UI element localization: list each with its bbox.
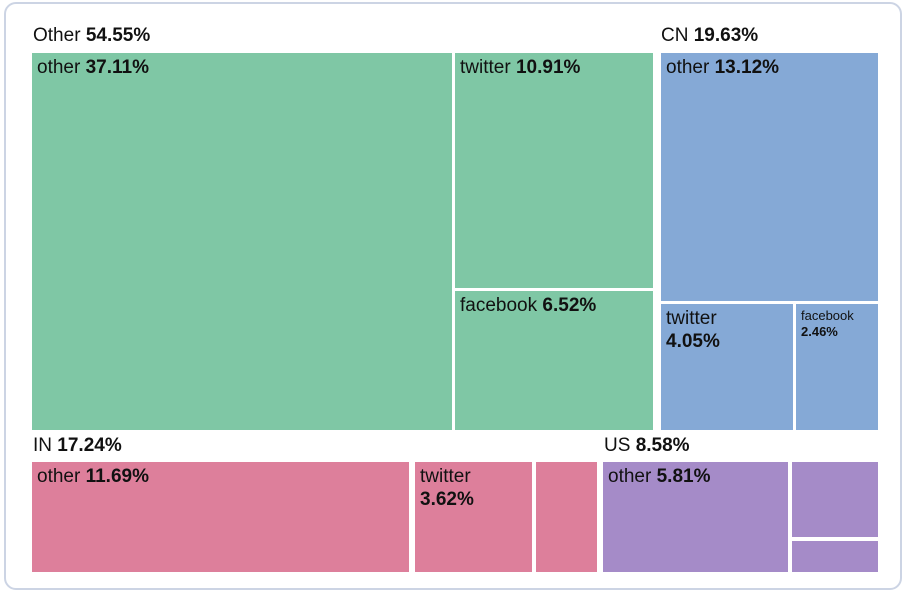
cell-name: twitter [666, 308, 717, 329]
cell-percent: 13.12% [714, 57, 780, 78]
cell-percent: 3.62% [420, 489, 474, 510]
cell-name: other [666, 57, 710, 78]
treemap-cell-us-other[interactable]: other 5.81% [603, 462, 788, 572]
group-percent: 8.58% [635, 435, 690, 456]
cell-percent: 4.05% [666, 331, 720, 352]
cell-percent: 6.52% [542, 295, 597, 316]
cell-name: facebook [801, 308, 854, 323]
cell-name: other [37, 57, 81, 78]
treemap-cell-in-unlabeled[interactable] [536, 462, 597, 572]
group-percent: 19.63% [693, 25, 759, 46]
treemap-cell-cn-other[interactable]: other 13.12% [661, 53, 878, 301]
group-percent: 54.55% [85, 25, 151, 46]
cell-label: other 11.69% [32, 462, 409, 488]
treemap-cell-other-facebook[interactable]: facebook 6.52% [455, 291, 653, 430]
cell-name: twitter [420, 466, 471, 487]
treemap-cell-cn-twitter[interactable]: twitter 4.05% [661, 304, 793, 430]
cell-name: other [608, 466, 652, 487]
treemap-cell-other-twitter[interactable]: twitter 10.91% [455, 53, 653, 288]
group-name: Other [33, 25, 81, 46]
cell-percent: 2.46% [801, 324, 838, 339]
cell-label: other 5.81% [603, 462, 788, 488]
treemap-cell-us-unlabeled-top[interactable] [792, 462, 878, 537]
group-percent: 17.24% [57, 435, 122, 456]
group-label-in: IN 17.24% [33, 436, 122, 456]
cell-name: twitter [460, 57, 511, 78]
group-label-other: Other 54.55% [33, 26, 150, 46]
group-name: IN [33, 435, 52, 456]
cell-percent: 10.91% [515, 57, 581, 78]
treemap-cell-other-other[interactable]: other 37.11% [32, 53, 452, 430]
group-label-cn: CN 19.63% [661, 26, 758, 46]
treemap-cell-us-unlabeled-bottom[interactable] [792, 541, 878, 572]
cell-label: twitter 4.05% [661, 304, 793, 353]
group-name: CN [661, 25, 689, 46]
cell-label: facebook 2.46% [796, 304, 878, 340]
cell-label: twitter 3.62% [415, 462, 532, 511]
treemap-cell-in-other[interactable]: other 11.69% [32, 462, 409, 572]
treemap-cell-in-twitter[interactable]: twitter 3.62% [415, 462, 532, 572]
group-label-us: US 8.58% [604, 436, 690, 456]
cell-percent: 5.81% [656, 466, 711, 487]
treemap-cell-cn-facebook[interactable]: facebook 2.46% [796, 304, 878, 430]
cell-name: other [37, 466, 81, 487]
group-name: US [604, 435, 631, 456]
cell-label: other 13.12% [661, 53, 878, 79]
cell-percent: 11.69% [85, 466, 149, 487]
cell-percent: 37.11% [85, 57, 149, 78]
cell-name: facebook [460, 295, 538, 316]
cell-label: other 37.11% [32, 53, 452, 79]
cell-label: twitter 10.91% [455, 53, 653, 79]
cell-label: facebook 6.52% [455, 291, 653, 317]
